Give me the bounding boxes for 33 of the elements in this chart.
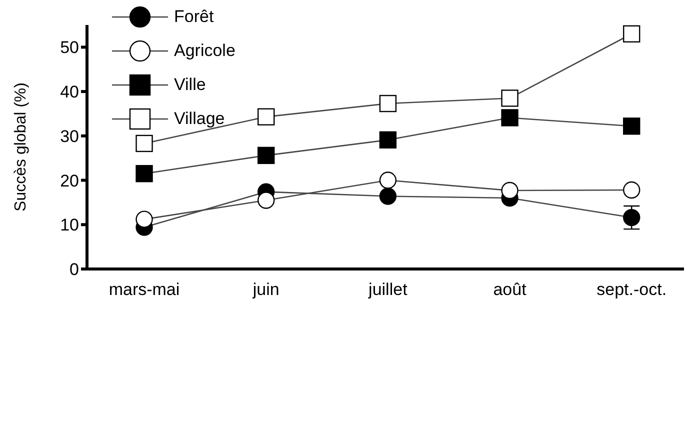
y-tick-label: 10 — [60, 216, 79, 235]
point — [623, 118, 640, 135]
point — [501, 182, 518, 200]
point — [379, 172, 397, 189]
point — [379, 94, 397, 112]
point — [501, 90, 518, 107]
x-tick-label: juillet — [368, 280, 408, 300]
y-tick-label: 0 — [70, 260, 79, 280]
point — [258, 108, 275, 126]
legend-label: Agricole — [174, 41, 236, 61]
point — [258, 146, 275, 164]
y-tick-label: 40 — [60, 82, 79, 102]
legend-label: Village — [174, 109, 225, 129]
legend-label: Forêt — [174, 7, 214, 27]
point — [136, 134, 153, 152]
point — [623, 181, 640, 199]
point — [623, 208, 640, 226]
point — [501, 109, 518, 126]
x-tick-label: juin — [252, 280, 280, 300]
y-tick-label: 50 — [60, 38, 79, 58]
point — [258, 192, 275, 209]
x-tick-label: mars-mai — [108, 280, 180, 300]
legend-label: Ville — [174, 75, 206, 95]
y-tick-label: 20 — [60, 171, 79, 190]
point — [379, 188, 397, 205]
point — [136, 210, 153, 228]
point — [379, 131, 397, 148]
point — [136, 165, 153, 182]
point — [623, 25, 640, 42]
y-axis-title: Succès global (%) — [12, 82, 30, 212]
x-tick-label: août — [493, 280, 527, 300]
y-tick-label: 30 — [60, 126, 79, 146]
x-tick-label: sept.-oct. — [596, 280, 667, 300]
